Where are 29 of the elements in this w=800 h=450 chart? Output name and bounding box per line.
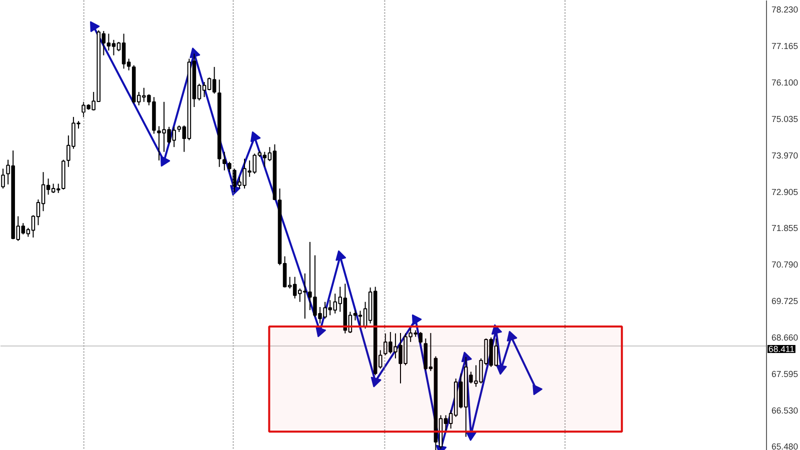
point — [461, 352, 472, 362]
y-tick-label: 71.855 — [772, 223, 798, 234]
ref-line-label: 68.411 — [768, 344, 795, 354]
y-tick-label: 65.480 — [772, 441, 798, 450]
point — [336, 250, 346, 261]
y-tick-label: 66.530 — [772, 405, 798, 416]
y-tick-label: 73.970 — [772, 150, 798, 161]
y-tick-label: 75.035 — [772, 114, 798, 124]
candlestick — [1, 168, 5, 190]
point — [412, 314, 422, 326]
y-tick-label: 72.905 — [772, 187, 798, 198]
point — [491, 324, 502, 335]
point — [506, 330, 518, 342]
y-tick-label: 77.165 — [772, 41, 798, 52]
point — [160, 156, 170, 167]
point — [532, 384, 543, 396]
y-tick-label: 67.595 — [772, 368, 798, 379]
y-tick-label: 78.230 — [772, 4, 798, 15]
point — [370, 376, 382, 388]
point — [466, 431, 477, 442]
point — [90, 21, 100, 32]
y-tick-label: 70.790 — [772, 260, 798, 270]
y-tick-label: 76.100 — [772, 78, 798, 88]
point — [250, 131, 261, 142]
point — [316, 326, 326, 338]
y-tick-label: 69.725 — [772, 296, 798, 306]
point — [190, 48, 200, 58]
y-tick-label: 68.660 — [772, 332, 798, 342]
point — [496, 364, 507, 375]
